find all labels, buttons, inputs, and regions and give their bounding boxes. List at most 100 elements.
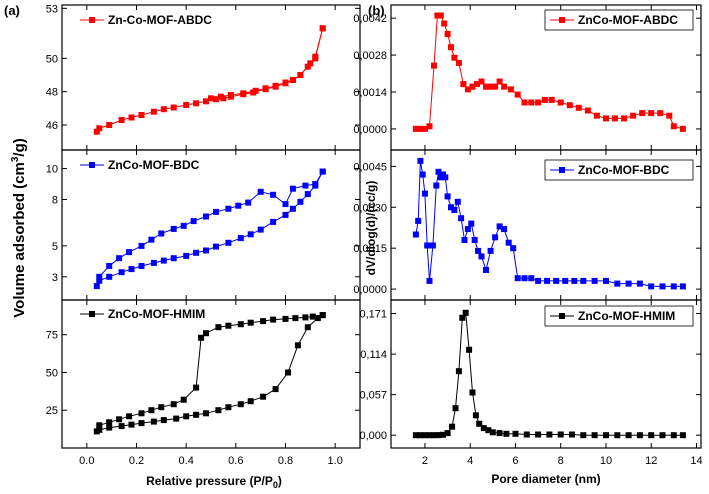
- psd-bdc-point: [544, 277, 551, 284]
- psd-hmim-point: [648, 432, 655, 439]
- psd-abdc-point: [496, 78, 503, 85]
- iso-abdc-point: [252, 87, 259, 94]
- iso-bdc-point: [106, 263, 113, 269]
- iso-abdc-point: [217, 93, 224, 100]
- iso-bdc-point: [203, 213, 209, 220]
- iso-hmim-point: [138, 420, 145, 427]
- iso-bdc-point: [96, 277, 103, 284]
- iso-abdc-point: [297, 72, 304, 78]
- psd-bdc-point: [424, 242, 431, 249]
- psd-hmim-point: [480, 425, 487, 432]
- psd-abdc-point: [464, 86, 471, 93]
- psd-abdc-ytick-label: 0,0042: [353, 13, 387, 25]
- psd-bdc-point: [528, 275, 535, 282]
- psd-hmim-point: [512, 430, 519, 437]
- psd-abdc-point: [593, 112, 600, 119]
- iso-bdc-point: [118, 269, 125, 276]
- iso-abdc-point: [128, 114, 135, 121]
- iso-hmim-point: [96, 422, 103, 429]
- iso-bdc-point: [160, 257, 167, 264]
- psd-hmim-point: [659, 432, 666, 439]
- psd-abdc-point: [575, 104, 582, 111]
- psd-abdc-legend-label: ZnCo-MOF-ABDC: [578, 13, 678, 27]
- iso-bdc-point: [150, 259, 157, 266]
- iso-hmim-point: [148, 407, 155, 414]
- iso-bdc-point: [289, 185, 296, 192]
- iso-bdc-point: [116, 255, 123, 262]
- psd-hmim-point: [603, 432, 609, 439]
- iso-bdc-point: [312, 181, 319, 187]
- psd-bdc-point: [521, 275, 528, 282]
- iso-abdc-point: [183, 102, 190, 108]
- psd-hmim-point: [455, 368, 462, 375]
- iso-abdc-point: [203, 98, 209, 105]
- psd-abdc-point: [548, 96, 555, 103]
- psd-hmim-point: [444, 430, 451, 437]
- iso-abdc-point: [272, 82, 279, 89]
- psd-bdc-point: [535, 277, 542, 284]
- psd-bdc-ytick-label: 0,0045: [353, 161, 387, 173]
- iso-hmim-point: [106, 419, 113, 426]
- psd-hmim-point: [679, 432, 686, 439]
- psd-abdc-point: [603, 115, 609, 122]
- psd-bdc-point: [475, 247, 482, 254]
- iso-hmim-point: [285, 369, 291, 376]
- iso-bdc-point: [282, 211, 289, 218]
- psd-hmim-point: [489, 429, 496, 436]
- iso-hmim-point: [237, 401, 244, 408]
- psd-bdc-point: [415, 217, 422, 224]
- iso-bdc-point: [183, 252, 190, 259]
- psd-bdc-point: [510, 245, 517, 252]
- iso-hmim-point: [193, 411, 200, 418]
- iso-bdc-point: [106, 273, 113, 280]
- psd-abdc-ytick-label: 0,0028: [353, 50, 387, 62]
- psd-hmim-point: [496, 430, 503, 437]
- psd-abdc-point: [557, 99, 564, 106]
- iso-hmim-point: [270, 316, 277, 323]
- iso-bdc-point: [138, 242, 145, 249]
- psd-bdc-point: [625, 280, 632, 287]
- psd-bdc-point: [429, 242, 436, 249]
- iso-hmim-point: [294, 342, 301, 349]
- iso-abdc-point: [289, 77, 296, 83]
- psd-hmim-point: [523, 431, 530, 438]
- iso-bdc-point: [93, 283, 100, 290]
- psd-abdc-ytick-label: 0,0014: [353, 87, 387, 99]
- psd-bdc-point: [648, 283, 655, 290]
- iso-hmim-point: [198, 334, 205, 341]
- iso-hmim-point: [170, 401, 177, 408]
- psd-bdc-point: [553, 277, 560, 284]
- iso-abdc-point: [118, 117, 125, 123]
- psd-bdc-point: [435, 168, 442, 175]
- iso-abdc-point: [193, 100, 200, 107]
- iso-hmim-point: [183, 413, 190, 420]
- iso-bdc-ytick-label: 10: [46, 164, 58, 176]
- iso-hmim-point: [302, 314, 309, 321]
- psd-bdc-legend-marker: [559, 167, 565, 173]
- iso-hmim-point: [309, 313, 316, 320]
- psd-hmim-point: [459, 314, 466, 321]
- iso-hmim-point: [96, 426, 103, 433]
- psd-bdc-point: [496, 223, 503, 230]
- psd-bdc-point: [412, 231, 419, 238]
- iso-abdc-point: [208, 95, 214, 102]
- psd-abdc-point: [657, 110, 664, 117]
- psd-hmim-point: [535, 431, 542, 438]
- psd-bdc-point: [580, 277, 587, 284]
- psd-bdc-point: [514, 275, 521, 282]
- iso-hmim-point: [247, 319, 254, 326]
- iso-abdc-point: [213, 96, 219, 103]
- iso-bdc-desorption-line: [98, 171, 324, 278]
- iso-hmim-ytick-label: 50: [46, 367, 58, 379]
- psd-abdc-point: [566, 102, 573, 109]
- iso-bdc-point: [235, 202, 242, 209]
- psd-bdc-point: [679, 283, 686, 290]
- psd-bdc-point: [659, 283, 666, 290]
- psd-abdc-point: [584, 107, 591, 114]
- psd-abdc-point: [535, 99, 542, 106]
- psd-bdc-point: [464, 226, 471, 233]
- psd-bdc-point: [426, 277, 433, 284]
- iso-bdc-point: [158, 230, 165, 237]
- iso-bdc-point: [304, 191, 311, 198]
